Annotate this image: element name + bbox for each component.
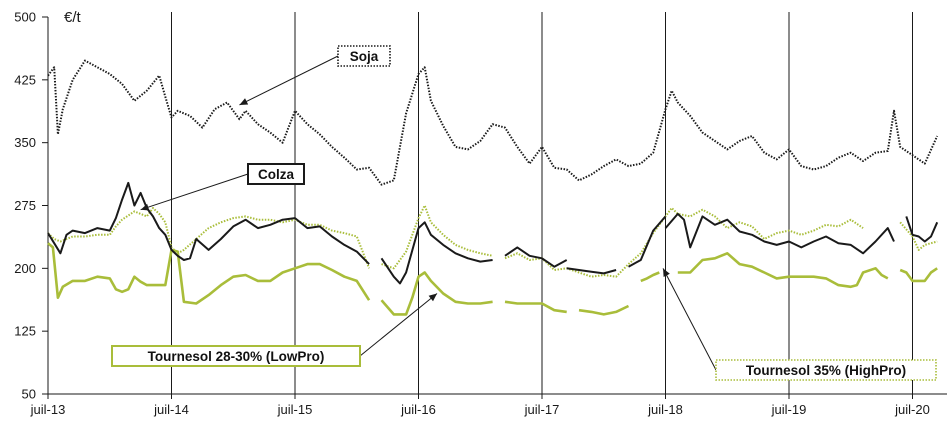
series-group: [47, 59, 939, 316]
x-tick-label: juil-18: [647, 402, 683, 417]
series-line: [381, 204, 493, 270]
x-tick-label: juil-20: [894, 402, 930, 417]
series-line: [899, 221, 938, 251]
series-line: [664, 212, 895, 255]
x-tick-label: juil-13: [30, 402, 66, 417]
annotation-label: Colza: [258, 167, 294, 182]
annotation-box: [247, 163, 305, 185]
annotation-tournesol-28-30-lowpro-: Tournesol 28-30% (LowPro): [111, 293, 438, 367]
y-axis-label: €/t: [64, 9, 82, 26]
arrow-head-icon: [140, 203, 150, 211]
x-tick-label: juil-14: [153, 402, 189, 417]
series-line: [578, 304, 630, 316]
series-line: [47, 181, 370, 265]
y-tick-label: 500: [14, 10, 36, 25]
annotation-box: [715, 359, 937, 381]
annotation-tournesol-35-highpro-: Tournesol 35% (HighPro): [662, 268, 937, 381]
y-tick-label: 350: [14, 135, 36, 150]
series-line: [504, 207, 864, 278]
annotation-soja: Soja: [239, 45, 391, 106]
annotation-label: Tournesol 28-30% (LowPro): [148, 349, 325, 364]
y-ticks: 50 125 200 275 350 425 500: [14, 10, 48, 402]
series-line: [380, 221, 493, 285]
annotation-label: Soja: [350, 49, 379, 64]
annotations: Soja Colza Tournesol 28-30% (LowPro) Tourne…: [111, 45, 937, 381]
series-line: [640, 271, 660, 283]
series-line: [566, 267, 617, 275]
x-tick-label: juil-15: [277, 402, 313, 417]
series-line: [905, 216, 939, 243]
y-tick-label: 125: [14, 324, 36, 339]
series-colza: [47, 181, 939, 285]
series-line: [504, 246, 568, 268]
series-line: [47, 59, 939, 186]
series-line: [380, 271, 493, 316]
annotation-label: Tournesol 35% (HighPro): [746, 363, 906, 378]
annotation-box: [111, 345, 361, 367]
series-line: [47, 242, 371, 305]
series-line: [677, 252, 889, 289]
arrow-head-icon: [663, 268, 670, 278]
series-line: [47, 207, 371, 269]
y-tick-label: 425: [14, 72, 36, 87]
y-tick-label: 50: [22, 387, 36, 402]
y-tick-label: 275: [14, 198, 36, 213]
annotation-colza: Colza: [140, 163, 305, 211]
x-tick-label: juil-16: [400, 402, 436, 417]
leader-line: [140, 173, 249, 211]
annotation-box: [337, 45, 391, 67]
y-tick-label: 200: [14, 261, 36, 276]
axes: [47, 17, 947, 395]
x-ticks: juil-13 juil-14 juil-15 juil-16 juil-17 juil-…: [30, 394, 930, 417]
series-tournesol-28-30-lowpro-: [47, 242, 938, 316]
series-soja: [47, 59, 939, 186]
leader-line: [662, 268, 717, 371]
arrow-head-icon: [239, 98, 249, 105]
grid-lines: [171, 12, 913, 394]
x-tick-label: juil-19: [771, 402, 807, 417]
series-line: [899, 267, 938, 283]
arrow-head-icon: [428, 293, 438, 302]
leader-line: [359, 293, 438, 357]
series-line: [504, 300, 567, 314]
x-tick-label: juil-17: [524, 402, 560, 417]
series-tournesol-35-highpro-: [47, 204, 938, 278]
leader-line: [239, 55, 339, 106]
series-line: [628, 215, 667, 268]
